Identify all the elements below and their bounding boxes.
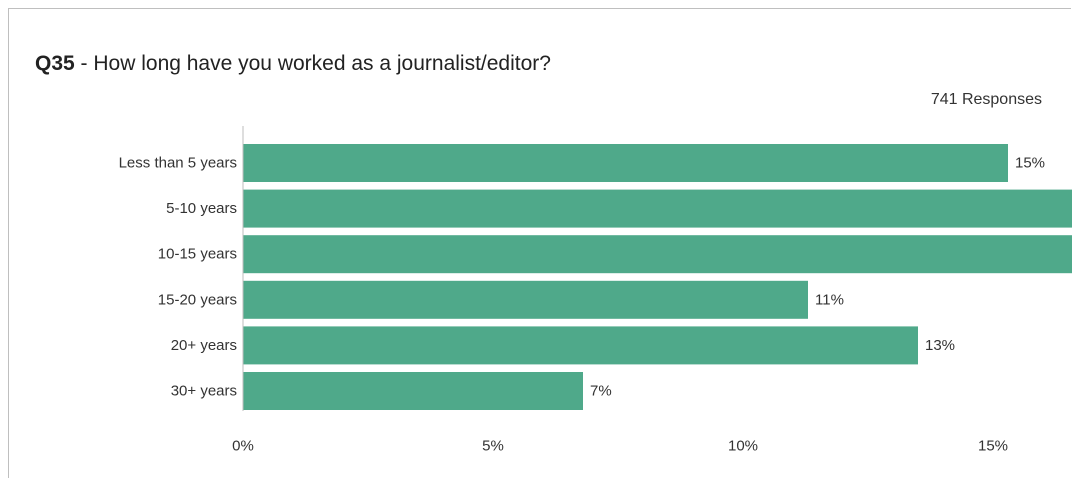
category-label: Less than 5 years xyxy=(119,155,237,172)
x-tick-label: 15% xyxy=(978,438,1008,455)
category-label: 15-20 years xyxy=(158,291,237,308)
data-labels-group: 15%30%23%11%13%7% xyxy=(590,155,1045,400)
x-tick-label: 5% xyxy=(482,438,504,455)
bar-4 xyxy=(243,326,918,365)
question-text: How long have you worked as a journalist… xyxy=(93,52,551,75)
bar-1 xyxy=(243,189,1072,228)
category-labels-group: Less than 5 years 5-10 years 10-15 years 15… xyxy=(119,155,237,400)
bar-5 xyxy=(243,372,583,410)
data-label: 15% xyxy=(1015,155,1045,172)
category-label: 20+ years xyxy=(171,337,237,354)
data-label: 11% xyxy=(815,291,844,308)
bar-2 xyxy=(243,235,1072,274)
bar-3 xyxy=(243,280,808,319)
x-axis-ticks-group: 0%5%10%15%20%25%30% xyxy=(232,438,1008,455)
x-tick-label: 10% xyxy=(728,438,758,455)
data-label: 13% xyxy=(925,337,955,354)
category-label: 5-10 years xyxy=(166,200,237,217)
question-number: Q35 xyxy=(35,52,75,75)
responses-count: 741 Responses xyxy=(930,91,1042,108)
category-label: 10-15 years xyxy=(158,246,237,263)
x-tick-label: 0% xyxy=(232,438,254,455)
category-label: 30+ years xyxy=(171,383,237,400)
bars-group xyxy=(243,144,1072,410)
chart-title: Q35 - How long have you worked as a jour… xyxy=(35,52,551,76)
data-label: 7% xyxy=(590,383,612,400)
question-separator: - xyxy=(74,52,94,75)
bar-0 xyxy=(243,144,1008,182)
